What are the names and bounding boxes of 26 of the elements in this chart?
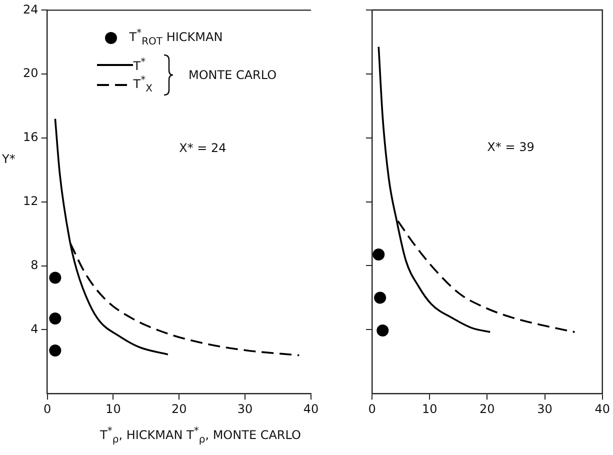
x-tick-label: 20 [480,402,495,416]
x-axis-title: T$^{*}$$_{ρ}$, HICKMAN T$^{*}$$_{ρ}$, MONTE CARLO [100,426,301,446]
y-tick-label: 24 [22,2,38,16]
point [49,272,62,284]
legend-label: T$^{*}$ [133,57,146,74]
y-tick-label: 12 [22,194,38,208]
x-tick-label: 0 [368,402,376,416]
x-tick-label: 10 [106,402,121,416]
legend-title: MONTE CARLO [188,68,277,82]
y-tick-label: 20 [22,66,38,80]
x-tick-label: 30 [237,402,253,416]
x-tick-label: 0 [43,402,52,416]
y-axis-title: Y* [2,152,16,166]
annotation: X* = 39 [487,140,534,154]
annotation: X* = 24 [179,140,226,155]
x-tick-label: 40 [594,402,610,416]
y-tick-label: 4 [30,322,38,336]
x-tick-label: 20 [171,402,187,416]
x-tick-label: 10 [422,402,438,416]
x-tick-label: 40 [303,402,319,416]
y-tick-label: 8 [30,258,38,272]
x-tick-label: 30 [537,402,552,416]
point [49,312,62,325]
legend-label: T$^{*}$$_{ROT}$ HICKMAN [129,28,223,48]
point [49,344,62,356]
y-tick-label: 16 [22,130,38,144]
